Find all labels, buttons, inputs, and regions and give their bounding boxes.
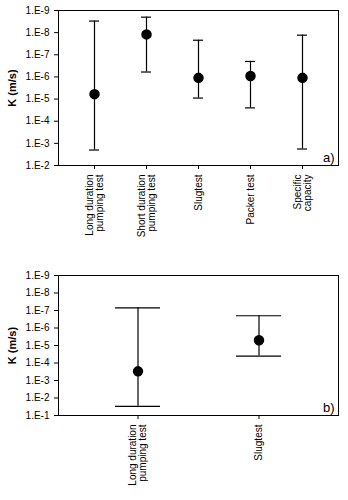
svg-text:Specificcapacity: Specificcapacity <box>292 175 313 212</box>
svg-text:1.E-4: 1.E-4 <box>26 115 50 126</box>
svg-text:1.E-4: 1.E-4 <box>26 357 50 368</box>
svg-text:1.E-1: 1.E-1 <box>26 410 50 421</box>
svg-text:Packer test: Packer test <box>245 174 256 224</box>
svg-text:1.E-7: 1.E-7 <box>26 305 50 316</box>
svg-text:1.E-6: 1.E-6 <box>26 71 50 82</box>
svg-text:1.E-9: 1.E-9 <box>26 270 50 281</box>
svg-text:1.E-5: 1.E-5 <box>26 340 50 351</box>
svg-text:K (m/s): K (m/s) <box>6 69 18 107</box>
svg-text:b): b) <box>323 400 335 415</box>
svg-text:a): a) <box>323 150 335 165</box>
svg-text:1.E-3: 1.E-3 <box>26 138 50 149</box>
svg-text:Long durationpumping test: Long durationpumping test <box>127 424 148 485</box>
svg-text:Slugtest: Slugtest <box>253 424 264 460</box>
svg-text:Short durationpumping test: Short durationpumping test <box>136 174 157 237</box>
svg-text:1.E-5: 1.E-5 <box>26 93 50 104</box>
svg-text:Slugtest: Slugtest <box>193 174 204 210</box>
svg-text:1.E-7: 1.E-7 <box>26 49 50 60</box>
svg-text:Long durationpumping test: Long durationpumping test <box>84 174 105 235</box>
svg-text:1.E-2: 1.E-2 <box>26 392 50 403</box>
svg-text:1.E-8: 1.E-8 <box>26 27 50 38</box>
svg-text:K (m/s): K (m/s) <box>6 327 18 365</box>
svg-text:1.E-9: 1.E-9 <box>26 5 50 16</box>
svg-text:1.E-8: 1.E-8 <box>26 287 50 298</box>
svg-text:1.E-6: 1.E-6 <box>26 322 50 333</box>
svg-text:1.E-3: 1.E-3 <box>26 375 50 386</box>
svg-text:1.E-2: 1.E-2 <box>26 160 50 171</box>
